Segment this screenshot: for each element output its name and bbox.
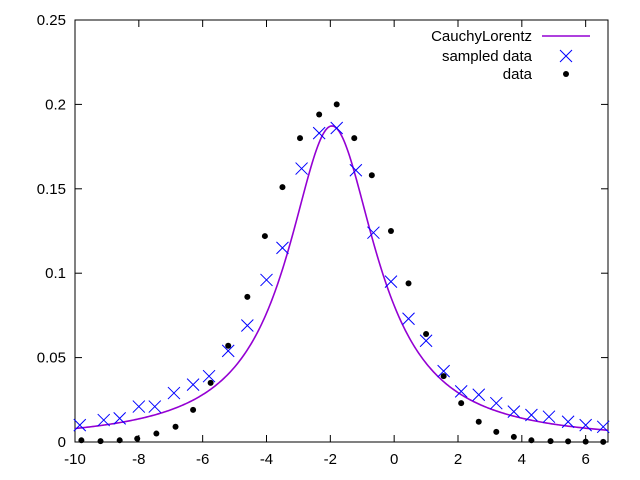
data-point xyxy=(600,438,607,445)
data-point xyxy=(97,438,104,445)
sampled-data-point xyxy=(525,408,538,422)
y-tick-label: 0.2 xyxy=(45,96,66,113)
x-tick-label: -2 xyxy=(324,451,337,468)
sampled-data-point xyxy=(260,273,273,287)
legend-label: data xyxy=(503,66,533,83)
data-point xyxy=(190,406,197,413)
x-tick-label: -4 xyxy=(260,451,273,468)
data-point xyxy=(261,233,268,240)
data-point xyxy=(134,435,141,442)
data-point xyxy=(582,438,589,445)
x-tick-label: -6 xyxy=(196,451,209,468)
sampled-data-point xyxy=(384,275,398,288)
data-point xyxy=(493,428,500,435)
data-point xyxy=(368,172,375,179)
data-point xyxy=(225,342,232,349)
x-tick-label: 6 xyxy=(581,451,589,468)
data-point xyxy=(207,379,214,386)
sampled-data-point xyxy=(472,388,486,402)
sampled-data-point xyxy=(295,162,308,175)
y-tick-label: 0.1 xyxy=(45,265,66,282)
sampled-data-point xyxy=(240,319,254,332)
sampled-data-point xyxy=(312,126,326,140)
sampled-data-point xyxy=(132,400,146,413)
sampled-data-point xyxy=(148,400,162,413)
sampled-data-point xyxy=(561,415,575,429)
sampled-data-point xyxy=(221,344,235,358)
data-point xyxy=(351,135,358,142)
sampled-data-point xyxy=(113,412,127,425)
sampled-data-point xyxy=(349,163,363,177)
data-point xyxy=(510,433,517,440)
x-tick-label: 2 xyxy=(454,451,462,468)
data-point xyxy=(153,430,160,437)
sampled-data-point xyxy=(186,378,200,391)
x-tick-label: 4 xyxy=(518,451,526,468)
legend-cross-sample xyxy=(559,49,573,63)
sampled-data-point xyxy=(507,405,521,418)
sampled-data-point xyxy=(276,241,289,255)
data-point xyxy=(172,423,179,430)
sampled-data-point xyxy=(330,121,344,135)
legend-label: sampled data xyxy=(442,48,533,65)
sampled-data-point xyxy=(73,418,87,432)
data-point xyxy=(423,330,430,337)
sampled-data-point xyxy=(367,226,380,240)
sampled-data-point xyxy=(202,369,216,383)
data-point xyxy=(297,135,304,142)
data-point xyxy=(279,184,286,191)
sampled-data-point xyxy=(542,410,556,424)
x-tick-label: -8 xyxy=(132,451,145,468)
data-point xyxy=(405,280,412,287)
data-point xyxy=(475,418,482,425)
data-point xyxy=(458,400,465,407)
sampled-data-point xyxy=(167,386,181,400)
series-cauchy-lorentz-curve xyxy=(74,125,609,432)
y-tick-label: 0 xyxy=(58,434,66,451)
data-point xyxy=(528,437,535,444)
data-point xyxy=(116,437,123,444)
data-point xyxy=(387,228,394,234)
series-sampled-data xyxy=(73,121,610,434)
y-tick-label: 0.25 xyxy=(37,12,66,29)
sampled-data-point xyxy=(437,364,450,378)
data-point xyxy=(244,293,251,300)
y-tick-label: 0.05 xyxy=(37,350,66,367)
sampled-data-point xyxy=(97,413,111,427)
data-point xyxy=(78,437,85,444)
data-point xyxy=(333,101,340,108)
data-point xyxy=(440,373,447,380)
data-point xyxy=(547,438,554,445)
x-tick-label: -10 xyxy=(64,451,86,468)
sampled-data-point xyxy=(579,418,593,432)
series-layer xyxy=(73,101,610,445)
plot-frame xyxy=(74,19,609,443)
y-tick-label: 0.15 xyxy=(37,181,66,198)
cauchy-lorentz-line xyxy=(74,125,609,432)
data-point xyxy=(565,438,572,445)
series-data xyxy=(78,101,607,445)
legend-dot-sample xyxy=(563,71,569,77)
sampled-data-point xyxy=(489,396,503,410)
sampled-data-point xyxy=(402,312,415,326)
data-point xyxy=(316,111,323,118)
ticks: -10 -8 -6 -4 -2 0 2 4 6 0 0.05 0.1 0.15 0.2 0.25 xyxy=(37,12,608,468)
legend-label: CauchyLorentz xyxy=(431,28,532,45)
sampled-data-point xyxy=(596,420,610,434)
sampled-data-point xyxy=(419,334,433,348)
sampled-data-point xyxy=(454,385,468,398)
x-tick-label: 0 xyxy=(390,451,398,468)
